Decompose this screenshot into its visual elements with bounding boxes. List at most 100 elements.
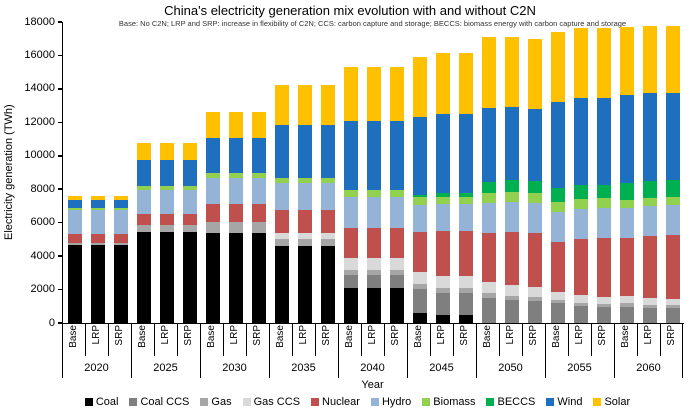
segment-gas (320, 238, 335, 247)
segment-beccs (435, 193, 450, 197)
legend-swatch (486, 398, 495, 406)
segment-gas (527, 297, 542, 302)
segment-solar (113, 195, 128, 201)
y-tick-mark (58, 288, 62, 291)
group-separator (545, 323, 546, 378)
segment-coal (320, 246, 335, 323)
bar-2060-SRP (665, 26, 680, 323)
group-separator (200, 323, 201, 378)
scenario-label-2020-LRP: LRP (85, 325, 108, 359)
segment-hydro (366, 196, 381, 229)
scenario-label-text: Base (551, 325, 562, 348)
y-tick-label: 0 (48, 316, 55, 329)
segment-nuclear (550, 241, 565, 292)
segment-gas-ccs (573, 295, 588, 303)
segment-gas-ccs (343, 258, 358, 270)
legend-item-gas: Gas (200, 396, 232, 408)
segment-nuclear (642, 236, 657, 299)
segment-solar (412, 56, 427, 117)
scenario-separator (154, 323, 155, 356)
segment-gas (458, 287, 473, 293)
bar-2025-LRP (159, 142, 174, 323)
bar-2045-Base (412, 56, 427, 323)
segment-gas (136, 224, 151, 232)
scenario-separator (637, 323, 638, 356)
segment-biomass (435, 196, 450, 205)
segment-wind (343, 121, 358, 190)
segment-gas-ccs (297, 233, 312, 239)
bar-2035-Base (274, 85, 289, 323)
segment-solar (504, 36, 519, 108)
legend-label: Solar (604, 396, 631, 408)
scenario-label-2035-LRP: LRP (292, 325, 315, 359)
legend-swatch (311, 398, 320, 406)
legend-swatch (546, 398, 555, 406)
segment-biomass (412, 197, 427, 205)
scenario-separator (177, 323, 178, 356)
year-label-2045: 2045 (429, 362, 454, 374)
segment-hydro (90, 210, 105, 235)
segment-biomass (320, 178, 335, 184)
segment-hydro (458, 204, 473, 232)
segment-solar (274, 85, 289, 125)
bar-2025-SRP (182, 142, 197, 323)
segment-solar (642, 26, 657, 94)
segment-coal (205, 233, 220, 323)
legend-swatch (370, 398, 379, 406)
segment-hydro (320, 183, 335, 210)
bar-2055-LRP (573, 28, 588, 323)
scenario-label-2030-Base: Base (200, 325, 223, 359)
scenario-label-2025-SRP: SRP (177, 325, 200, 359)
legend-label: Gas (211, 396, 232, 408)
y-tick-label: 12000 (24, 115, 55, 128)
x-axis: Base LRP SRP 2020 Base LRP SRP 2025 Base LRP SRP 20… (62, 323, 683, 381)
segment-gas-ccs (504, 285, 519, 297)
y-tick-label: 8000 (30, 182, 55, 195)
segment-gas (596, 303, 611, 308)
segment-coal-ccs (343, 275, 358, 288)
scenario-separator (246, 323, 247, 356)
bar-2030-Base (205, 111, 220, 323)
segment-biomass (297, 178, 312, 184)
bar-2030-LRP (228, 111, 243, 323)
segment-beccs (642, 181, 657, 199)
segment-coal (458, 314, 473, 323)
segment-gas (297, 238, 312, 247)
segment-nuclear (205, 204, 220, 222)
bar-2055-Base (550, 31, 565, 323)
segment-wind (366, 121, 381, 190)
scenario-label-2040-SRP: SRP (384, 325, 407, 359)
segment-biomass (366, 189, 381, 197)
legend-item-coal: Coal (84, 396, 118, 408)
segment-biomass (596, 198, 611, 209)
segment-coal-ccs (642, 308, 657, 323)
segment-wind (412, 116, 427, 195)
scenario-label-text: Base (206, 325, 217, 348)
segment-hydro (527, 202, 542, 233)
segment-beccs (665, 180, 680, 198)
legend-label: Hydro (381, 396, 412, 408)
year-label-2035: 2035 (291, 362, 316, 374)
segment-nuclear (67, 234, 82, 243)
segment-gas-ccs (665, 298, 680, 306)
segment-nuclear (159, 213, 174, 225)
segment-biomass (67, 207, 82, 211)
year-label-2040: 2040 (360, 362, 385, 374)
scenario-label-2045-LRP: LRP (430, 325, 453, 359)
y-tick-label: 6000 (30, 216, 55, 229)
legend-label: BECCS (497, 396, 536, 408)
bar-2060-Base (619, 27, 634, 323)
segment-beccs (550, 188, 565, 202)
scenario-label-2050-Base: Base (476, 325, 499, 359)
segment-wind (642, 93, 657, 182)
segment-solar (320, 85, 335, 125)
segment-gas (665, 305, 680, 309)
segment-gas (113, 242, 128, 246)
segment-wind (458, 114, 473, 194)
segment-nuclear (389, 228, 404, 259)
bar-2020-SRP (113, 195, 128, 323)
segment-gas-ccs (596, 296, 611, 304)
segment-coal (435, 314, 450, 323)
segment-gas-ccs (619, 295, 634, 304)
scenario-label-2060-Base: Base (614, 325, 637, 359)
